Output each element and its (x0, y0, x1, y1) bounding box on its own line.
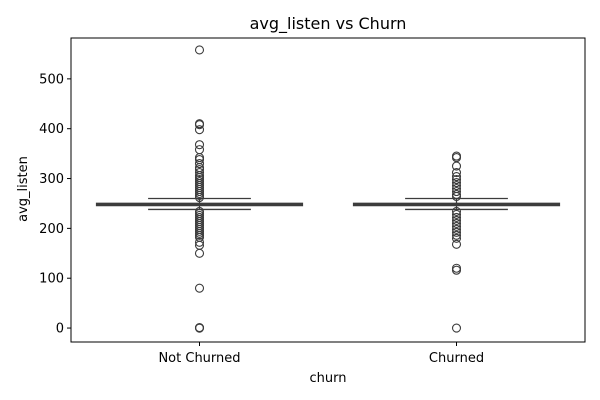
outlier-point (451, 233, 462, 243)
y-tick-label: 400 (39, 122, 64, 137)
outlier-point (451, 209, 462, 219)
outlier-point (451, 239, 462, 249)
outlier-point (194, 237, 205, 247)
x-axis: Not Churned Churned (158, 342, 484, 366)
box-group (95, 45, 304, 333)
outlier-point (451, 227, 462, 237)
y-tick-label: 0 (56, 322, 64, 337)
box-group (352, 151, 561, 333)
y-tick-label: 200 (39, 222, 64, 237)
outlier-point (451, 263, 462, 273)
x-axis-label: churn (310, 371, 347, 386)
outlier-point (451, 171, 462, 182)
outlier-point (451, 180, 462, 191)
outlier-point (451, 230, 462, 240)
outlier-point (194, 145, 205, 155)
x-tick-label: Churned (429, 351, 484, 366)
outlier-point (194, 125, 205, 135)
y-axis: 0 100 200 300 400 500 (39, 72, 71, 337)
outlier-point (451, 191, 462, 202)
outlier-point (451, 323, 462, 333)
outlier-point (194, 120, 205, 130)
outlier-point (194, 45, 205, 55)
outlier-point (451, 218, 462, 228)
outlier-point (451, 212, 462, 222)
outlier-point (451, 174, 462, 185)
x-tick-label: Not Churned (158, 351, 240, 366)
outlier-point (194, 323, 205, 333)
outlier-point (451, 161, 462, 171)
outlier-point (194, 283, 205, 293)
outlier-point (194, 159, 205, 169)
outlier-point (451, 168, 462, 178)
outlier-point (451, 186, 462, 197)
outlier-point (451, 215, 462, 225)
outlier-point (194, 140, 205, 150)
outlier-point (451, 265, 462, 275)
outlier-point (451, 177, 462, 188)
y-axis-label: avg_listen (16, 156, 31, 222)
outlier-point (194, 248, 205, 258)
outlier-point (451, 206, 462, 216)
plot-area (70, 37, 586, 343)
outlier-point (451, 221, 462, 231)
y-tick-label: 500 (39, 72, 64, 87)
outlier-point (194, 192, 205, 203)
outlier-point (194, 168, 205, 178)
plot-frame (70, 37, 586, 343)
y-tick-label: 300 (39, 172, 64, 187)
chart-title: avg_listen vs Churn (250, 14, 407, 34)
outlier-point (451, 224, 462, 234)
y-tick-label: 100 (39, 272, 64, 287)
